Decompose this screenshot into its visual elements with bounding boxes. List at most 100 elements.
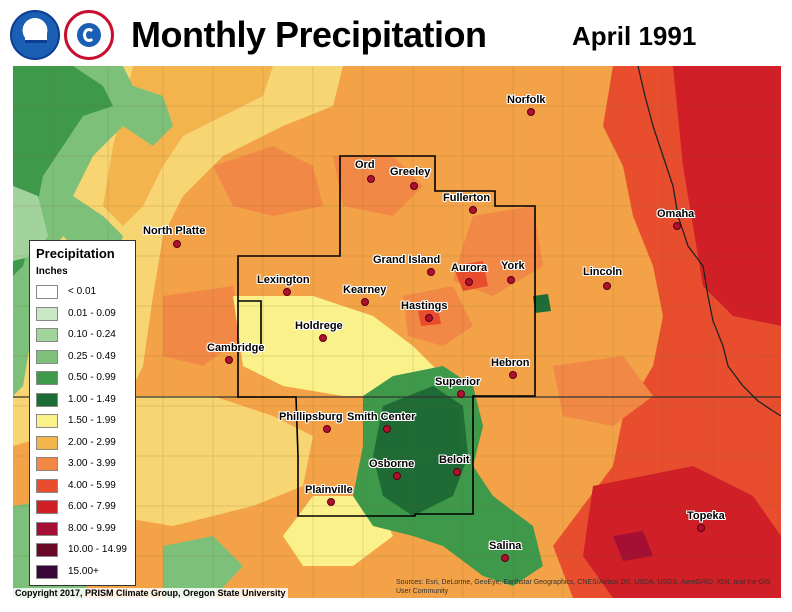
legend-row: 0.10 - 0.24 [36,326,134,345]
zone-green-dark-ks [373,386,468,516]
legend-label: 1.00 - 1.49 [68,393,116,405]
city-dot [361,298,369,306]
legend-title: Precipitation [36,246,115,261]
city-label: Hastings [401,300,448,312]
city-dot [425,314,433,322]
zone-yellow-ks [93,396,313,526]
legend-swatch [36,328,58,342]
city-label: Topeka [687,510,725,522]
city-label: Lexington [257,274,310,286]
legend-label: 3.00 - 3.99 [68,458,116,469]
city-dot [319,334,327,342]
city-label: Beloit [439,454,470,466]
city-label: Fullerton [443,192,491,204]
zone-green-spot [533,294,551,313]
zone-6in-se [583,466,781,598]
city-dot [410,182,418,190]
noaa-bird-icon [25,26,47,43]
city-label: Hebron [491,357,530,369]
zone-3in-a [213,146,323,216]
legend-row: < 0.01 [36,283,134,302]
legend-swatch [36,349,58,364]
legend-row: 3.00 - 3.99 [36,455,134,474]
legend: Precipitation Inches < 0.01 0.01 - 0.09 0.… [29,240,136,586]
zone-green-dark-west [13,66,113,276]
city-dot [697,524,705,532]
legend-row: 8.00 - 9.99 [36,520,134,539]
city-dot [327,498,335,506]
zone-3in-d [163,286,243,366]
header: Monthly Precipitation April 1991 [0,0,792,66]
legend-label: 10.00 - 14.99 [68,544,127,555]
city-label: North Platte [143,225,206,237]
map-title: Monthly Precipitation [131,14,487,55]
city-dot [465,278,473,286]
city-dot [225,356,233,364]
map-sources: Sources: Esri, DeLorme, GeoEye, Earthsta… [396,579,771,595]
city-label: Omaha [657,208,695,220]
zone-green-sw [163,536,243,598]
zone-4in-aurora [453,261,488,291]
legend-label: 0.50 - 0.99 [68,372,116,383]
legend-swatch [36,392,58,407]
city-dot [469,206,477,214]
city-label: Osborne [369,458,415,470]
legend-row: 4.00 - 5.99 [36,477,134,496]
legend-swatch [36,285,58,299]
city-dot [323,425,331,433]
city-dot [527,108,535,116]
city-label: Norfolk [507,94,546,106]
city-label: Phillipsburg [279,411,343,423]
legend-label: 4.00 - 5.99 [68,479,116,491]
city-label: Salina [489,540,522,552]
noaa-logo [10,10,60,60]
city-label: Holdrege [295,320,343,332]
legend-swatch [36,457,58,471]
nws-logo [64,10,114,60]
city-dot [367,175,375,183]
legend-units: Inches [36,266,68,277]
legend-label: 0.25 - 0.49 [68,350,116,362]
city-dot [509,371,517,379]
legend-swatch [36,435,58,450]
legend-swatch [36,414,58,428]
legend-label: < 0.01 [68,286,97,297]
legend-label: 0.01 - 0.09 [68,307,116,319]
legend-label: 0.10 - 0.24 [68,329,116,340]
wfo-outline-notch [238,300,262,347]
city-label: Smith Center [347,411,416,423]
zone-3in-b [333,156,423,216]
legend-label: 1.50 - 1.99 [68,415,116,426]
city-label: York [501,260,525,272]
legend-row: 0.50 - 0.99 [36,369,134,388]
city-dot [603,282,611,290]
city-dot [393,472,401,480]
legend-row: 10.00 - 14.99 [36,541,134,560]
city-dot [427,268,435,276]
legend-swatch [36,521,58,536]
legend-row: 1.50 - 1.99 [36,412,134,431]
copyright: Copyright 2017, PRISM Climate Group, Ore… [13,588,288,598]
zone-8in-se [613,531,653,561]
city-label: Lincoln [583,266,623,278]
city-label: Cambridge [207,342,265,354]
city-label: Aurora [451,262,488,274]
city-dot [501,554,509,562]
city-label: Plainville [305,484,353,496]
legend-label: 8.00 - 9.99 [68,522,116,534]
city-dot [173,240,181,248]
legend-row: 1.00 - 1.49 [36,391,134,410]
city-dot [453,468,461,476]
legend-label: 15.00+ [68,565,99,577]
city-dot [283,288,291,296]
legend-swatch [36,500,58,514]
city-label: Kearney [343,284,387,296]
city-dot [383,425,391,433]
legend-label: 6.00 - 7.99 [68,501,116,512]
legend-row: 0.01 - 0.09 [36,305,134,324]
city-label: Greeley [390,166,431,178]
legend-label: 2.00 - 2.99 [68,436,116,448]
city-dot [673,222,681,230]
legend-row: 15.00+ [36,563,134,582]
